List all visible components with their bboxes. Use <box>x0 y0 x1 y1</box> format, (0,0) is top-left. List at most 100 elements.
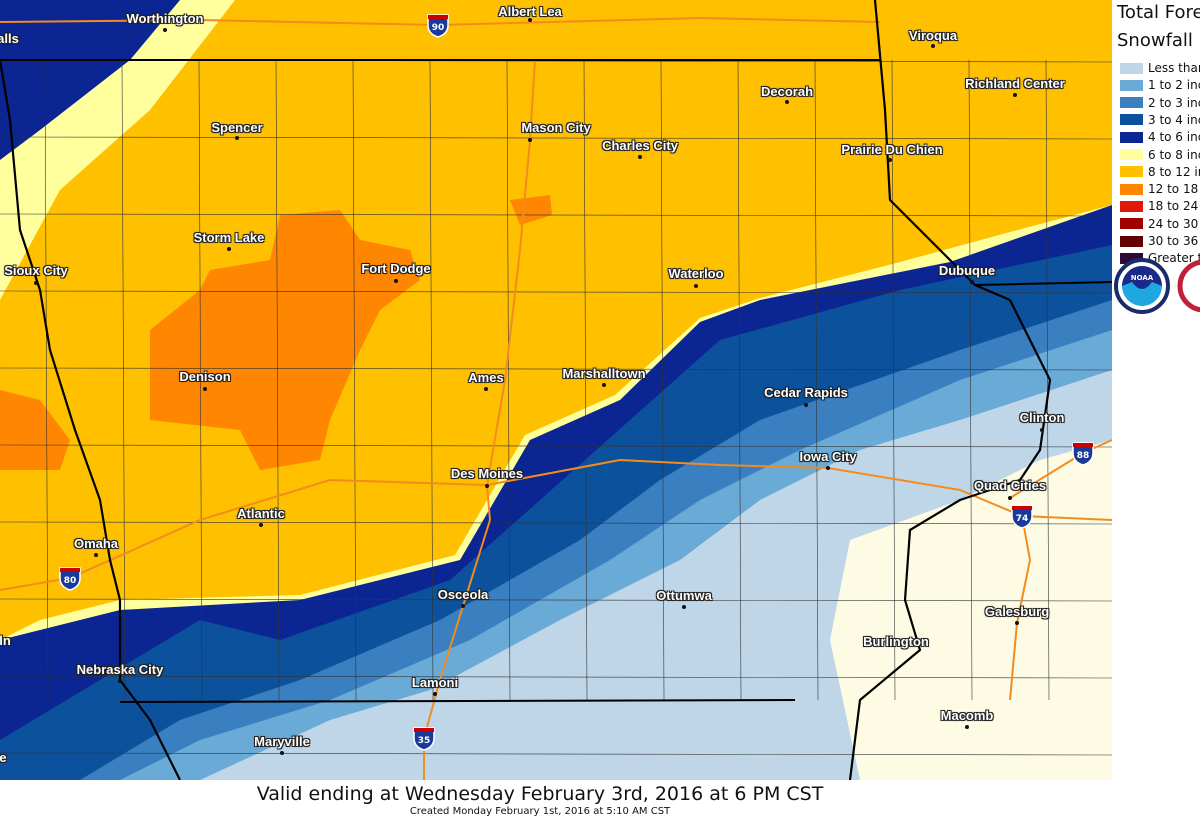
city-label: alls <box>0 31 19 46</box>
state-border-ia-mo <box>119 699 796 703</box>
city-dot <box>970 280 974 284</box>
svg-text:35: 35 <box>418 736 431 746</box>
county-line <box>0 367 1112 371</box>
city-label: Storm Lake <box>193 230 265 245</box>
legend: Total Fore Snowfall Less than 1 to 2 inc 2… <box>1112 0 1200 780</box>
city-dot <box>34 281 38 285</box>
interstate-shield-74: 74 <box>1011 505 1033 529</box>
legend-label: 12 to 18 <box>1148 182 1199 197</box>
city-dot <box>259 523 263 527</box>
interstate-shield-88: 88 <box>1072 442 1094 466</box>
legend-item: 30 to 36 <box>1120 233 1198 249</box>
city-dot <box>965 725 969 729</box>
city-label: ln <box>0 633 11 648</box>
legend-swatch <box>1120 235 1143 247</box>
legend-label: Less than <box>1148 61 1200 75</box>
legend-item: Greater t <box>1120 250 1200 266</box>
svg-text:NOAA: NOAA <box>1131 274 1154 282</box>
city-dot <box>785 100 789 104</box>
city-dot <box>118 679 122 683</box>
legend-label: 6 to 8 inc <box>1148 147 1200 162</box>
interstate-shield-35: 35 <box>413 727 435 751</box>
county-line <box>891 59 896 701</box>
city-label: Clinton <box>1019 410 1065 425</box>
city-dot <box>826 466 830 470</box>
city-label: Richland Center <box>965 76 1065 91</box>
county-line <box>0 290 1112 294</box>
interstate-shield-80: 80 <box>59 567 81 591</box>
band-12-18-west <box>0 390 70 470</box>
city-dot <box>235 136 239 140</box>
missouri-river <box>0 59 181 780</box>
city-label: e <box>0 750 7 765</box>
county-line <box>0 752 1112 756</box>
county-line <box>660 59 665 701</box>
county-line <box>198 59 203 701</box>
county-line <box>0 213 1112 217</box>
legend-label: 8 to 12 in <box>1148 164 1200 179</box>
valid-time: Valid ending at Wednesday February 3rd, … <box>256 783 824 805</box>
legend-label: 4 to 6 inc <box>1148 130 1200 145</box>
county-line <box>968 59 973 701</box>
city-dot <box>638 155 642 159</box>
svg-text:90: 90 <box>432 23 445 33</box>
footer: Valid ending at Wednesday February 3rd, … <box>0 780 1200 822</box>
legend-swatch <box>1120 97 1143 109</box>
city-label: Marshalltown <box>562 366 646 381</box>
legend-swatch <box>1120 114 1143 126</box>
city-label: Worthington <box>126 11 204 26</box>
county-line <box>352 59 357 701</box>
city-dot <box>528 138 532 142</box>
city-label: Viroqua <box>908 28 958 43</box>
city-label: Nebraska City <box>76 662 164 677</box>
svg-text:74: 74 <box>1016 514 1029 524</box>
county-line <box>0 598 1112 602</box>
legend-swatch <box>1120 149 1143 160</box>
city-dot <box>1015 621 1019 625</box>
city-label: Atlantic <box>237 506 285 521</box>
city-label: Omaha <box>73 536 119 551</box>
city-dot <box>1008 496 1012 500</box>
county-line <box>0 136 1112 140</box>
city-dot <box>931 44 935 48</box>
legend-item: 1 to 2 inc <box>1120 77 1200 93</box>
legend-item: Less than <box>1120 60 1200 76</box>
legend-swatch <box>1120 79 1143 91</box>
city-label: Mason City <box>521 120 591 135</box>
city-label: Ottumwa <box>656 588 712 603</box>
legend-swatch <box>1120 252 1143 264</box>
county-line <box>506 59 511 701</box>
legend-label: 24 to 30 <box>1148 216 1199 231</box>
legend-label: 2 to 3 inc <box>1148 95 1200 110</box>
snowfall-map: 90 80 35 74 88 Worthington Albert Lea alls Viro… <box>0 0 1112 780</box>
legend-item: 18 to 24 <box>1120 198 1198 214</box>
legend-title: Total Fore <box>1117 2 1200 23</box>
county-line <box>0 521 1112 525</box>
interstate-80 <box>0 459 1112 591</box>
city-dot <box>1040 428 1044 432</box>
city-label: Sioux City <box>4 263 68 278</box>
legend-swatch <box>1120 218 1143 230</box>
legend-label: 18 to 24 <box>1148 199 1199 214</box>
created-time: Created Monday February 1st, 2016 at 5:1… <box>409 806 671 817</box>
city-label: Ames <box>468 370 504 385</box>
legend-subtitle: Snowfall <box>1117 30 1193 51</box>
svg-text:80: 80 <box>64 576 77 586</box>
city-label: Maryville <box>254 734 310 749</box>
legend-item: 6 to 8 inc <box>1120 147 1200 163</box>
city-dot <box>485 484 489 488</box>
snowfall-map-svg: 90 80 35 74 88 <box>0 0 1112 780</box>
legend-swatch <box>1120 131 1143 143</box>
county-line <box>44 59 49 701</box>
city-label: Galesburg <box>984 604 1050 619</box>
city-label: Iowa City <box>799 449 857 464</box>
interstate-35 <box>423 59 536 780</box>
county-line <box>0 675 1112 679</box>
city-label: Des Moines <box>450 466 524 481</box>
city-label: Denison <box>179 369 231 384</box>
city-dot <box>461 604 465 608</box>
city-dot <box>682 605 686 609</box>
city-dot <box>394 279 398 283</box>
legend-item: 24 to 30 <box>1120 216 1198 232</box>
city-dot <box>888 158 892 162</box>
